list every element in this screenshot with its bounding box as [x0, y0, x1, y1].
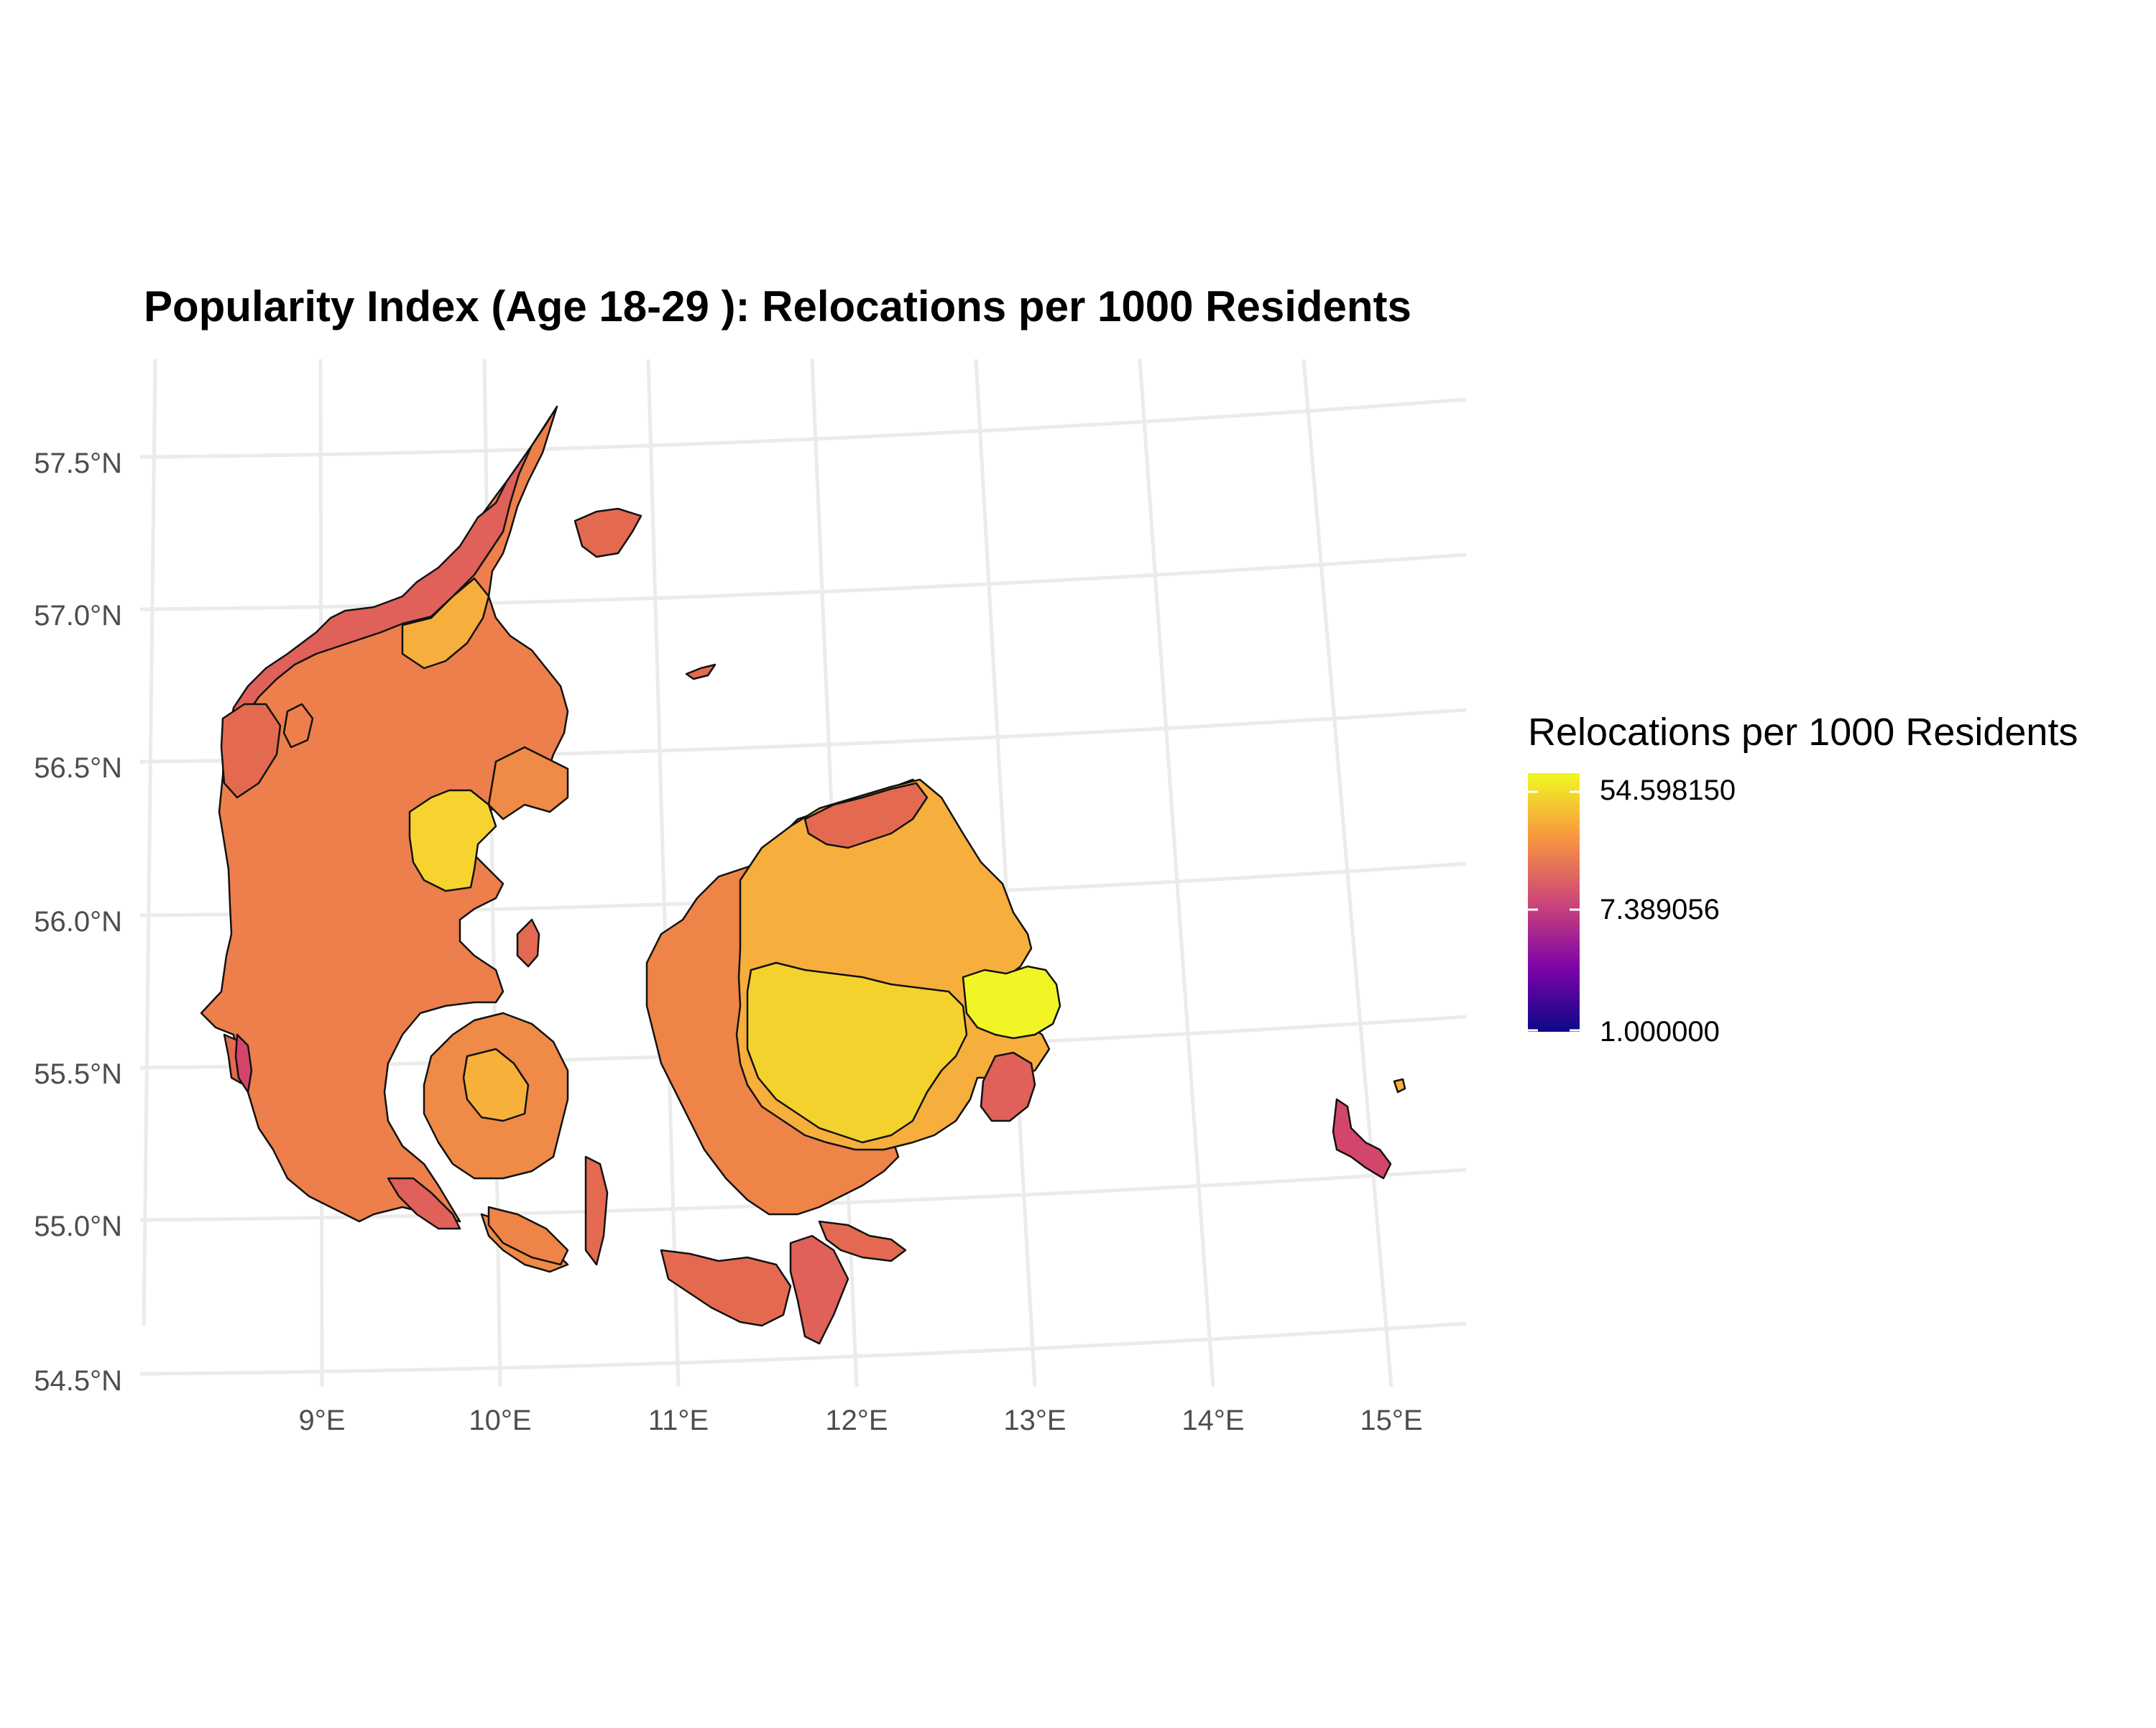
lat-tick-label: 57.5°N: [34, 448, 122, 479]
lon-tick-label: 9°E: [299, 1405, 346, 1436]
lat-tick-label: 55.5°N: [34, 1058, 122, 1090]
region-frederiksberg: [962, 965, 1061, 1040]
lon-tick-label: 11°E: [648, 1405, 709, 1436]
region-langeland: [584, 1155, 609, 1266]
region-mors: [282, 703, 314, 749]
region-capital-north: [803, 782, 929, 849]
region-south-isles: [487, 1206, 569, 1266]
region-lolland: [660, 1249, 792, 1327]
legend-label-low: 1.000000: [1600, 1016, 1720, 1048]
region-fano: [234, 1033, 253, 1094]
chart-title: Popularity Index (Age 18-29 ): Relocatio…: [144, 282, 1411, 331]
region-bornholm: [1332, 1098, 1392, 1180]
x-axis-labels: 9°E 10°E 11°E 12°E 13°E 14°E 15°E: [299, 1405, 1423, 1436]
map-regions: [200, 405, 1406, 1345]
lat-tick-label: 55.0°N: [34, 1211, 122, 1242]
region-aarhus: [408, 789, 497, 892]
region-laeso: [573, 507, 642, 558]
region-falster: [789, 1234, 849, 1345]
legend-label-mid: 7.389056: [1600, 894, 1720, 925]
region-djursland: [487, 746, 569, 821]
lon-tick-label: 13°E: [1003, 1405, 1066, 1436]
region-christianso: [1393, 1078, 1406, 1094]
lat-tick-label: 56.5°N: [34, 752, 122, 784]
lon-tick-label: 10°E: [469, 1405, 531, 1436]
lat-tick-label: 54.5°N: [34, 1365, 122, 1397]
legend-ticks: [1528, 790, 1580, 1032]
lat-tick-label: 57.0°N: [34, 600, 122, 632]
legend-label-high: 54.598150: [1600, 775, 1736, 806]
lon-tick-label: 15°E: [1360, 1405, 1422, 1436]
lat-tick-label: 56.0°N: [34, 906, 122, 938]
region-odense: [462, 1048, 530, 1122]
lon-tick-label: 14°E: [1181, 1405, 1244, 1436]
legend-title: Relocations per 1000 Residents: [1528, 711, 2078, 754]
region-samso: [516, 918, 540, 968]
region-anholt: [685, 663, 717, 680]
region-amager: [980, 1051, 1036, 1122]
region-copenhagen: [746, 961, 968, 1144]
region-mon: [818, 1220, 907, 1262]
legend-colorbar: [1528, 773, 1580, 1032]
region-als: [387, 1177, 461, 1230]
lon-tick-label: 12°E: [825, 1405, 888, 1436]
region-thy: [220, 703, 282, 799]
y-axis-labels: 54.5°N 55.0°N 55.5°N 56.0°N 56.5°N 57.0°…: [34, 448, 122, 1397]
